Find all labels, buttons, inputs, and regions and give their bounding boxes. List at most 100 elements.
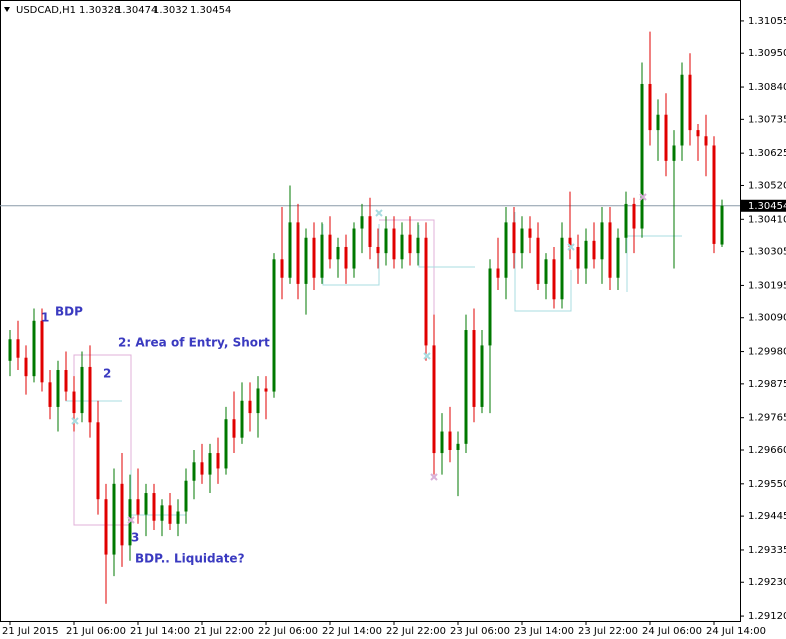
bar-body bbox=[592, 240, 596, 260]
bar-body bbox=[440, 431, 444, 454]
bar-body bbox=[352, 228, 356, 269]
bar-body bbox=[40, 320, 44, 383]
price-tag-label: 1.30454 bbox=[748, 201, 786, 212]
bar-body bbox=[456, 443, 460, 450]
y-tick-label: 1.29445 bbox=[748, 511, 786, 522]
y-tick-label: 1.31055 bbox=[748, 16, 786, 27]
header-close: 1.30454 bbox=[190, 5, 231, 16]
price-tag bbox=[740, 199, 786, 212]
bar-body bbox=[368, 216, 372, 247]
cross-marker bbox=[567, 243, 575, 251]
bar-body bbox=[600, 222, 604, 260]
cross-marker bbox=[375, 209, 383, 217]
bar-body bbox=[304, 237, 308, 284]
bar-body bbox=[288, 222, 292, 278]
bar-body bbox=[200, 462, 204, 475]
bar-body bbox=[80, 366, 84, 414]
bar-body bbox=[312, 237, 316, 278]
bar-body bbox=[240, 400, 244, 438]
x-tick-label: 21 Jul 14:00 bbox=[130, 626, 190, 637]
bar-body bbox=[680, 74, 684, 146]
bar-body bbox=[496, 268, 500, 278]
bar-body bbox=[608, 222, 612, 278]
zone-box bbox=[73, 354, 132, 526]
bar-body bbox=[192, 462, 196, 481]
bar-body bbox=[480, 345, 484, 407]
bar-body bbox=[272, 259, 276, 392]
bar-body bbox=[112, 483, 116, 555]
bar-body bbox=[360, 216, 364, 229]
x-tick-label: 21 Jul 22:00 bbox=[194, 626, 254, 637]
plot-frame bbox=[0, 0, 741, 622]
bar-body bbox=[720, 205, 724, 245]
header-low: 1.3032 bbox=[153, 5, 188, 16]
bar-body bbox=[504, 222, 508, 278]
bar-body bbox=[248, 400, 252, 414]
annotation: 2 bbox=[103, 367, 111, 381]
bar-body bbox=[8, 339, 12, 361]
bar-body bbox=[88, 366, 92, 423]
bar-body bbox=[552, 259, 556, 300]
bar-body bbox=[144, 493, 148, 515]
y-tick-label: 1.29875 bbox=[748, 379, 786, 390]
bar-body bbox=[104, 499, 108, 555]
cross-marker bbox=[71, 417, 79, 425]
y-tick-label: 1.29120 bbox=[748, 611, 786, 622]
bar-body bbox=[96, 422, 100, 500]
bar-body bbox=[400, 234, 404, 260]
bar-body bbox=[208, 453, 212, 475]
bar-body bbox=[472, 330, 476, 407]
y-tick-label: 1.30625 bbox=[748, 148, 786, 159]
x-tick-label: 24 Jul 06:00 bbox=[642, 626, 702, 637]
bar-body bbox=[616, 237, 620, 278]
annotation: 3 bbox=[131, 531, 139, 545]
bar-body bbox=[224, 419, 228, 469]
bar-body bbox=[696, 130, 700, 137]
bar-body bbox=[624, 203, 628, 238]
bar-body bbox=[392, 228, 396, 260]
x-tick-label: 23 Jul 06:00 bbox=[450, 626, 510, 637]
bar-body bbox=[152, 493, 156, 521]
y-tick-label: 1.30735 bbox=[748, 114, 786, 125]
y-tick-label: 1.29765 bbox=[748, 413, 786, 424]
bar-body bbox=[160, 505, 164, 521]
bar-body bbox=[256, 388, 260, 414]
x-tick-label: 22 Jul 06:00 bbox=[258, 626, 318, 637]
header-open: 1.30328 bbox=[79, 5, 120, 16]
bar-body bbox=[416, 237, 420, 254]
y-tick-label: 1.30520 bbox=[748, 180, 786, 191]
bar-body bbox=[320, 234, 324, 278]
x-tick-label: 24 Jul 14:00 bbox=[706, 626, 766, 637]
bar-body bbox=[24, 357, 28, 377]
bar-body bbox=[536, 237, 540, 284]
menu-arrow[interactable] bbox=[4, 7, 10, 12]
bar-body bbox=[704, 136, 708, 146]
bar-body bbox=[280, 259, 284, 278]
bar-body bbox=[688, 74, 692, 131]
y-tick-label: 1.29980 bbox=[748, 347, 786, 358]
bar-body bbox=[56, 370, 60, 407]
x-tick-label: 21 Jul 2015 bbox=[2, 626, 59, 637]
y-tick-label: 1.29335 bbox=[748, 545, 786, 556]
bar-body bbox=[264, 388, 268, 392]
y-tick-label: 1.30305 bbox=[748, 247, 786, 258]
cross-marker bbox=[430, 473, 438, 481]
bar-body bbox=[432, 345, 436, 454]
bar-body bbox=[16, 339, 20, 358]
bar-body bbox=[32, 320, 36, 377]
bar-body bbox=[632, 203, 636, 229]
x-tick-label: 23 Jul 22:00 bbox=[578, 626, 638, 637]
bar-body bbox=[296, 222, 300, 284]
bar-body bbox=[664, 114, 668, 161]
bar-body bbox=[712, 145, 716, 244]
bar-body bbox=[384, 228, 388, 254]
y-tick-label: 1.29660 bbox=[748, 445, 786, 456]
annotation: BDP.. Liquidate? bbox=[135, 552, 245, 566]
x-tick-label: 21 Jul 06:00 bbox=[66, 626, 126, 637]
header-high: 1.30474 bbox=[116, 5, 157, 16]
annotation: 2: Area of Entry, Short bbox=[118, 336, 270, 350]
bar-body bbox=[448, 431, 452, 450]
x-tick-label: 22 Jul 22:00 bbox=[386, 626, 446, 637]
bar-body bbox=[232, 419, 236, 438]
